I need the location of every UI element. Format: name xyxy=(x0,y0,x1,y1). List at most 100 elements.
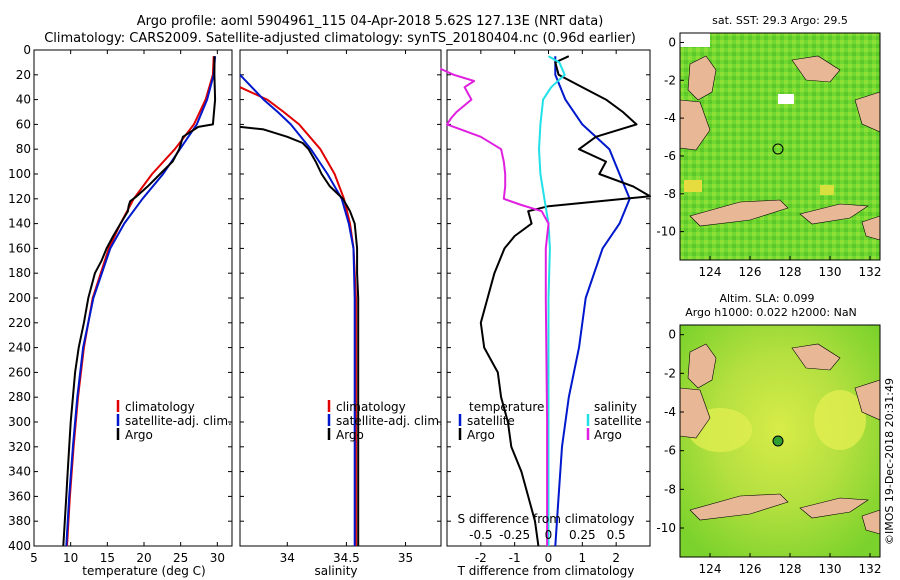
difference-chart: -2 -1 0 1 2 -0.5 -0.25 0 0.25 0.5 xyxy=(439,49,651,565)
y-tick-label: 280 xyxy=(8,390,31,404)
legend-argo-label: Argo xyxy=(125,428,153,442)
x-tick-label: 2 xyxy=(612,551,620,565)
s-diff-tick-label: -0.25 xyxy=(499,528,530,542)
sla-map-title-line1: Altim. SLA: 0.099 xyxy=(719,292,814,305)
warm-sst-patch xyxy=(820,185,834,195)
map-y-tick-label: 0 xyxy=(668,35,676,49)
y-tick-label: 80 xyxy=(16,142,31,156)
argo-position-marker xyxy=(772,143,784,155)
land-island xyxy=(799,497,869,519)
temperature-chart: 0 20 40 60 80 100 120 140 160 180 200 220 240 260 280 3… xyxy=(8,43,232,565)
map-y-tick-label: -2 xyxy=(664,366,676,380)
s-diff-tick-label: -0.5 xyxy=(469,528,492,542)
map-y-tick-label: -8 xyxy=(664,482,676,496)
y-tick-label: 320 xyxy=(8,440,31,454)
x-tick-label: 10 xyxy=(63,551,78,565)
salinity-xlabel: salinity xyxy=(314,564,357,578)
land-island xyxy=(689,493,789,521)
s-diff-tick-label: 0.5 xyxy=(607,528,626,542)
legend-satellite-label: satellite-adj. clim. xyxy=(125,414,232,428)
warm-sst-patch xyxy=(684,180,702,192)
y-tick-label: 260 xyxy=(8,365,31,379)
y-tick-label: 360 xyxy=(8,489,31,503)
x-tick-label: 5 xyxy=(30,551,38,565)
map-y-tick-label: -10 xyxy=(656,225,676,239)
legend-climatology-label: climatology xyxy=(336,400,406,414)
map-y-tick-label: -8 xyxy=(664,187,676,201)
y-tick-label: 180 xyxy=(8,266,31,280)
series-line-climatology xyxy=(239,86,357,546)
y-tick-label: 40 xyxy=(16,93,31,107)
land-island xyxy=(689,199,789,227)
legend-t-argo-label: Argo xyxy=(467,428,495,442)
s-diff-tick-label: 0 xyxy=(545,528,553,542)
map-x-tick-label: 128 xyxy=(779,265,802,279)
map-y-tick-label: 0 xyxy=(668,328,676,342)
land-island xyxy=(687,55,717,101)
series-line-satellite-adj-clim- xyxy=(239,74,356,546)
legend-climatology-label: climatology xyxy=(125,400,195,414)
s-diff-tick-label: 0.25 xyxy=(569,528,596,542)
figure-title-line2: Climatology: CARS2009. Satellite-adjuste… xyxy=(44,31,636,46)
y-tick-label: 140 xyxy=(8,217,31,231)
map-x-tick-label: 126 xyxy=(739,562,762,576)
x-tick-label: -1 xyxy=(509,551,521,565)
x-tick-label: 30 xyxy=(210,551,225,565)
difference-xlabel: T difference from climatology xyxy=(457,564,635,578)
y-tick-label: 120 xyxy=(8,192,31,206)
missing-data-patch xyxy=(778,94,794,104)
y-tick-label: 220 xyxy=(8,316,31,330)
land-island xyxy=(791,343,841,371)
legend-temperature-title: temperature xyxy=(469,400,544,414)
y-tick-label: 20 xyxy=(16,68,31,82)
y-tick-label: 340 xyxy=(8,465,31,479)
map-x-tick-label: 130 xyxy=(819,562,842,576)
y-tick-label: 0 xyxy=(23,43,31,57)
x-tick-label: 1 xyxy=(579,551,587,565)
legend-t-satellite-label: satellite xyxy=(467,414,515,428)
argo-position-marker xyxy=(772,435,784,447)
land-island xyxy=(799,203,869,225)
difference-top-xlabel: S difference from climatology xyxy=(458,512,635,526)
series-line-climatology xyxy=(66,56,215,547)
y-tick-label: 200 xyxy=(8,291,31,305)
y-tick-label: 160 xyxy=(8,241,31,255)
x-tick-label: 0 xyxy=(545,551,553,565)
map-x-tick-label: 132 xyxy=(859,562,882,576)
series-line-s-satellite xyxy=(538,55,566,546)
sst-map-title: sat. SST: 29.3 Argo: 29.5 xyxy=(712,14,848,27)
salinity-legend: climatology satellite-adj. clim. Argo xyxy=(327,400,443,442)
temperature-panel xyxy=(33,49,233,547)
series-line-argo xyxy=(62,56,217,547)
sla-map xyxy=(679,324,881,558)
legend-s-argo-label: Argo xyxy=(594,428,622,442)
figure-title-line1: Argo profile: aoml 5904961_115 04-Apr-20… xyxy=(137,14,604,29)
x-tick-label: 34 xyxy=(280,551,295,565)
y-tick-label: 60 xyxy=(16,117,31,131)
y-tick-label: 380 xyxy=(8,514,31,528)
map-x-tick-label: 130 xyxy=(819,265,842,279)
salinity-chart: 34 34.5 35 xyxy=(239,49,441,565)
legend-s-satellite-label: satellite xyxy=(594,414,642,428)
missing-data-patch xyxy=(680,33,710,47)
map-x-tick-label: 126 xyxy=(739,265,762,279)
series-line-s-argo xyxy=(439,67,550,546)
series-line-t-satellite xyxy=(554,56,631,547)
land-island xyxy=(791,55,841,83)
legend-argo-label: Argo xyxy=(336,428,364,442)
map-x-tick-label: 128 xyxy=(779,562,802,576)
sla-map-ticks: 124 126 128 130 132 0 -2 -4 -6 -8 -10 xyxy=(656,328,881,576)
legend-satellite-label: satellite-adj. clim. xyxy=(336,414,443,428)
land-island xyxy=(687,343,717,389)
sst-map xyxy=(679,32,881,261)
map-x-tick-label: 124 xyxy=(699,265,722,279)
map-y-tick-label: -4 xyxy=(664,111,676,125)
map-y-tick-label: -4 xyxy=(664,405,676,419)
series-line-satellite-adj-clim- xyxy=(65,56,217,547)
x-tick-label: 35 xyxy=(398,551,413,565)
x-tick-label: 34.5 xyxy=(333,551,360,565)
map-y-tick-label: -6 xyxy=(664,149,676,163)
map-y-tick-label: -6 xyxy=(664,444,676,458)
sla-high-patch xyxy=(814,390,866,450)
